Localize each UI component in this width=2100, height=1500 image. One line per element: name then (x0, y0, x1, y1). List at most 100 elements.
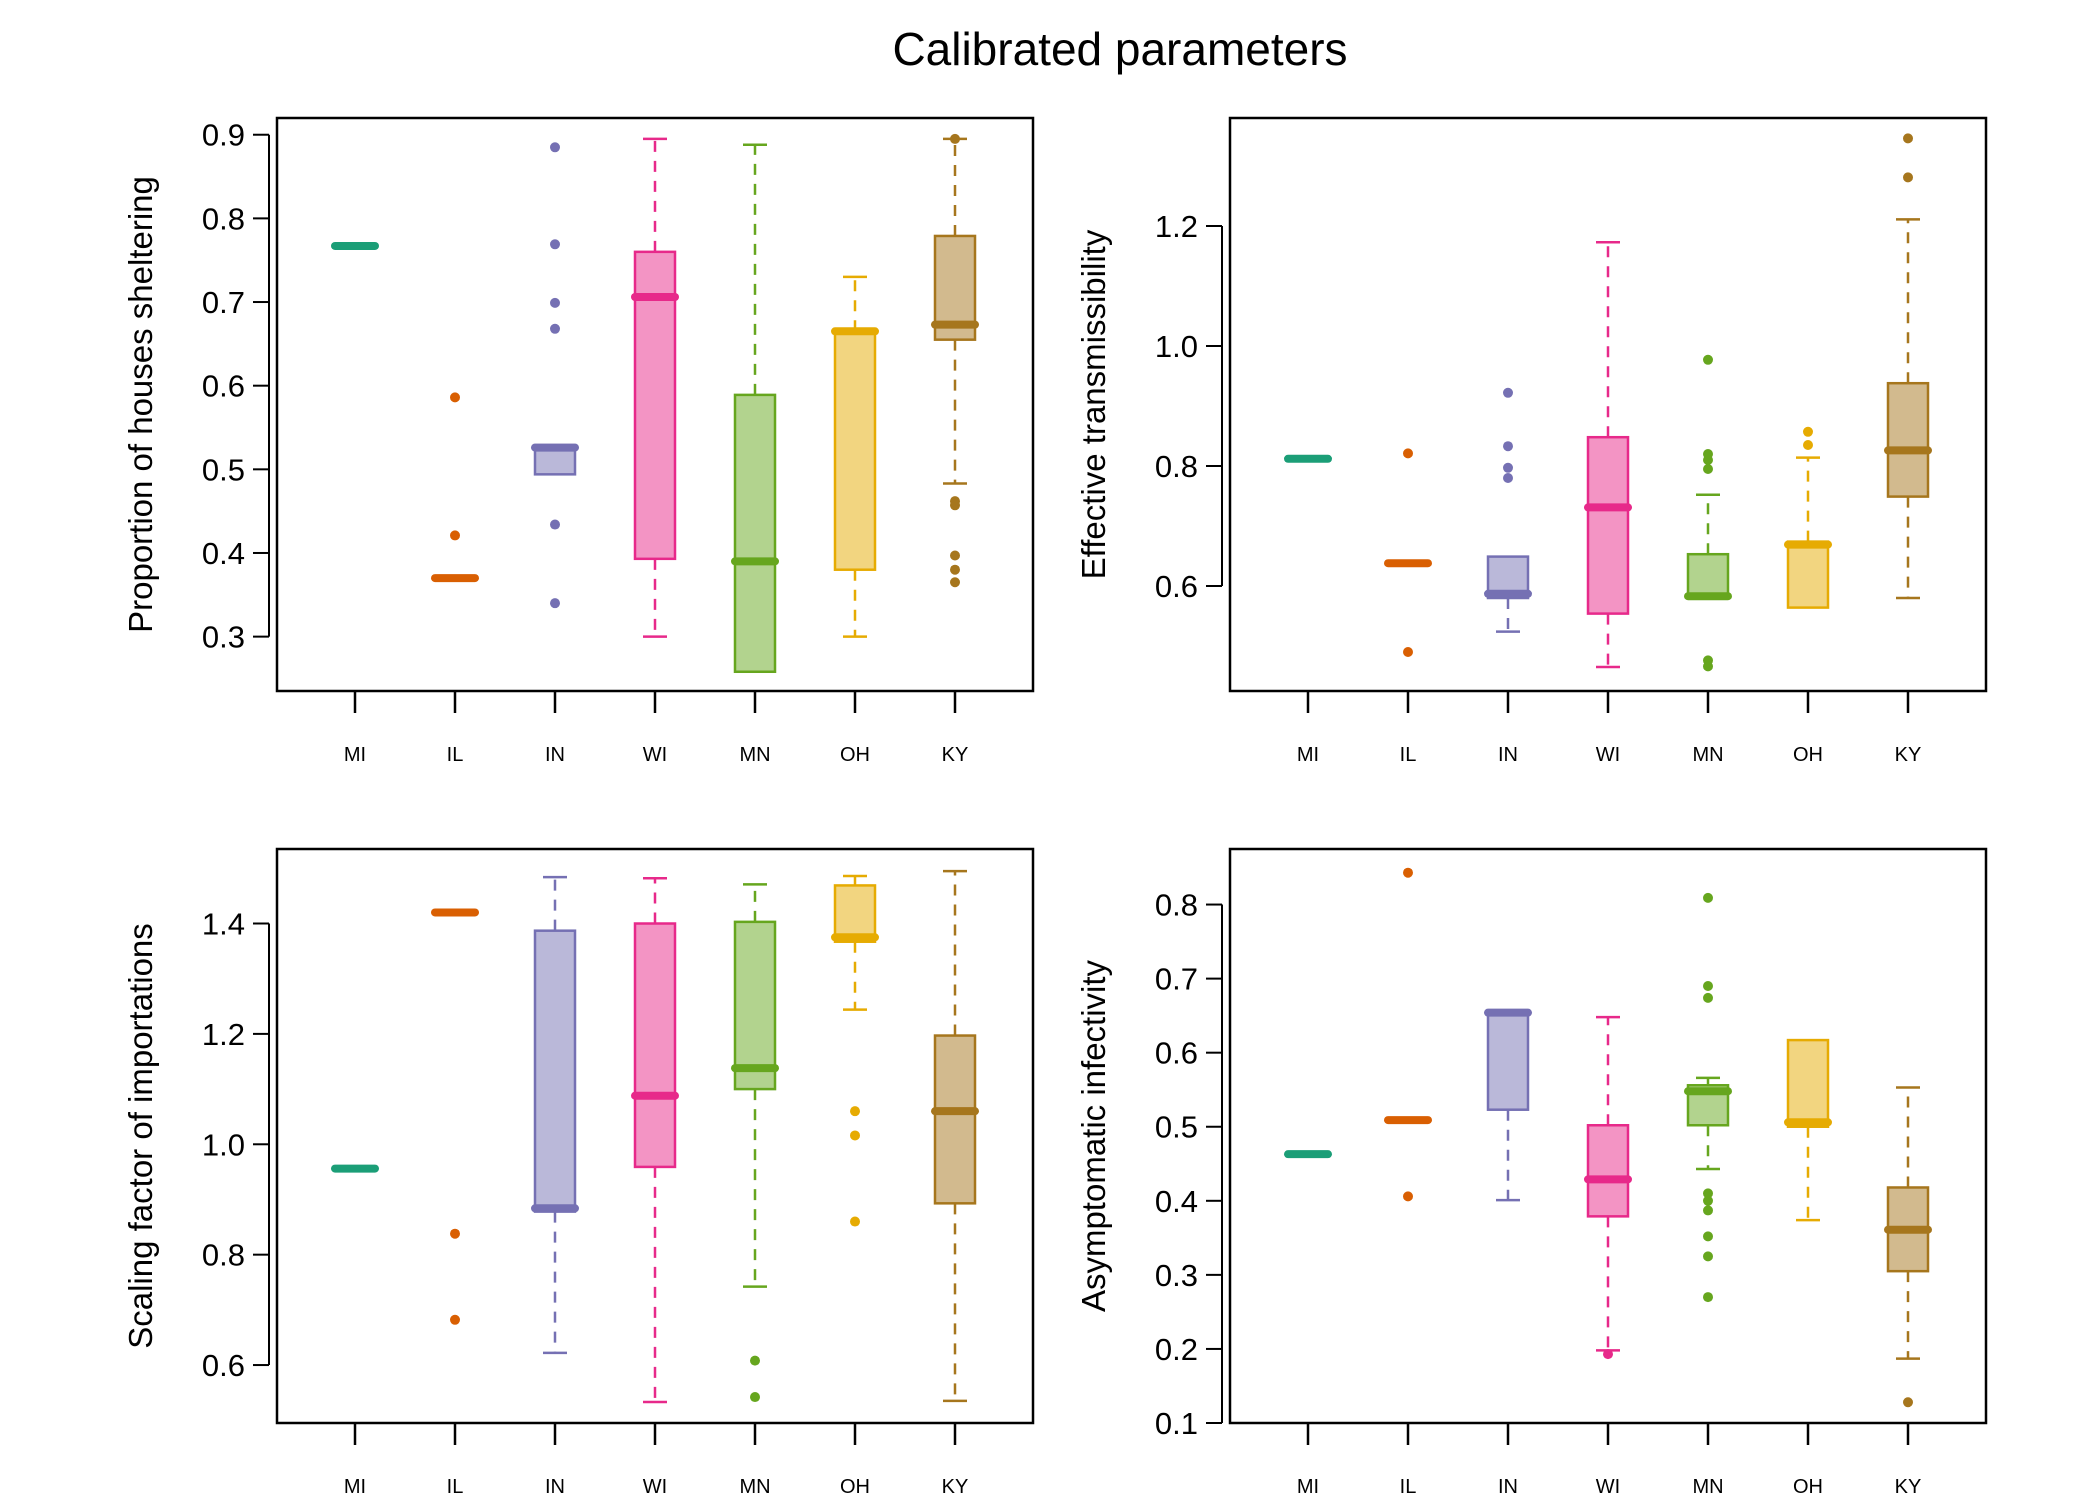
x-tick-label: IL (447, 744, 464, 766)
outlier-point (950, 577, 960, 588)
y-tick-label: 0.3 (202, 620, 245, 655)
box-wi (631, 877, 679, 1404)
outlier-point (950, 564, 960, 575)
box-oh (1784, 426, 1832, 609)
iqr-box (633, 922, 677, 1169)
box-ky (1884, 133, 1932, 600)
outlier-point (1403, 647, 1413, 657)
outlier-point (1703, 1195, 1713, 1206)
x-tick-label: MN (739, 744, 770, 766)
outlier-point (1503, 473, 1513, 483)
outlier-point (550, 239, 560, 250)
x-tick-label: IN (545, 744, 565, 766)
y-tick-label: 1.2 (202, 1017, 245, 1052)
outlier-point (950, 550, 960, 561)
x-tick-label: WI (643, 1476, 667, 1498)
outlier-point (450, 1314, 460, 1325)
outlier-point (1603, 1349, 1613, 1360)
x-tick-label: MN (1692, 1476, 1723, 1498)
box-in (1484, 1008, 1532, 1202)
y-axis-label: Effective transmissibility (1075, 229, 1112, 579)
iqr-box (1586, 435, 1630, 615)
y-tick-label: 1.0 (202, 1127, 245, 1162)
box-il (1384, 448, 1432, 657)
iqr-box (533, 929, 577, 1213)
box-oh (831, 874, 879, 1227)
box-ky (931, 869, 979, 1403)
y-tick-label: 0.9 (202, 118, 245, 153)
iqr-box (1486, 1009, 1530, 1111)
box-mn (731, 143, 779, 674)
x-tick-label: MI (1297, 1476, 1319, 1498)
x-tick-label: MI (344, 1476, 366, 1498)
x-tick-label: WI (1596, 1476, 1620, 1498)
y-tick-label: 0.7 (202, 285, 245, 320)
box-in (531, 875, 579, 1355)
outlier-point (1703, 1231, 1713, 1242)
outlier-point (1703, 661, 1713, 672)
box-in (1484, 387, 1532, 633)
page-title: Calibrated parameters (892, 23, 1348, 75)
y-tick-label: 1.0 (1155, 329, 1198, 364)
iqr-box (633, 250, 677, 561)
outlier-point (950, 500, 960, 511)
outlier-point (1503, 387, 1513, 398)
x-tick-label: OH (1793, 744, 1823, 766)
y-tick-label: 0.6 (202, 369, 245, 404)
y-tick-label: 0.2 (1155, 1332, 1198, 1367)
box-il (431, 908, 479, 1325)
outlier-point (1403, 867, 1413, 878)
y-tick-label: 0.6 (202, 1348, 245, 1383)
outlier-point (550, 297, 560, 308)
y-tick-label: 0.8 (202, 201, 245, 236)
outlier-point (1403, 448, 1413, 459)
x-tick-label: KY (942, 744, 969, 766)
y-tick-label: 0.5 (1155, 1110, 1198, 1145)
outlier-point (1503, 441, 1513, 452)
box-mn (1684, 892, 1732, 1303)
x-tick-label: MN (1692, 744, 1723, 766)
outlier-point (850, 1130, 860, 1141)
outlier-point (750, 1355, 760, 1366)
outlier-point (1503, 462, 1513, 473)
outlier-point (1703, 1188, 1713, 1199)
box-oh (831, 275, 879, 638)
x-tick-label: IL (447, 1476, 464, 1498)
outlier-point (1803, 440, 1813, 450)
outlier-point (1903, 1397, 1913, 1408)
x-tick-label: MI (1297, 744, 1319, 766)
outlier-point (1703, 892, 1713, 903)
outlier-point (1703, 1251, 1713, 1262)
y-tick-label: 0.1 (1155, 1406, 1198, 1441)
y-tick-label: 0.3 (1155, 1258, 1198, 1293)
iqr-box (1886, 381, 1930, 498)
x-tick-label: IL (1400, 744, 1417, 766)
outlier-point (1703, 464, 1713, 474)
box-wi (1584, 240, 1632, 669)
iqr-box (733, 393, 777, 674)
x-tick-label: WI (643, 744, 667, 766)
iqr-box (1786, 540, 1830, 609)
outlier-point (450, 1228, 460, 1239)
outlier-point (750, 1392, 760, 1403)
iqr-box (1586, 1124, 1630, 1218)
iqr-box (1686, 552, 1730, 600)
x-tick-label: IL (1400, 1476, 1417, 1498)
iqr-box (733, 920, 777, 1091)
outlier-point (1703, 455, 1713, 465)
panel-proportion-sheltering: 0.3 0.4 0.5 0.6 0.7 0.8 0.9 Proportion of house… (122, 116, 1035, 766)
box-mn (1684, 354, 1732, 672)
box-il (1384, 867, 1432, 1202)
iqr-box (833, 884, 877, 943)
y-tick-label: 0.8 (1155, 888, 1198, 923)
outlier-point (550, 323, 560, 334)
x-tick-label: KY (942, 1476, 969, 1498)
outlier-point (1703, 981, 1713, 992)
outlier-point (1803, 426, 1813, 437)
outlier-point (550, 142, 560, 153)
y-tick-label: 0.8 (202, 1238, 245, 1273)
box-ky (931, 133, 979, 588)
outlier-point (850, 1216, 860, 1227)
x-tick-label: IN (1498, 1476, 1518, 1498)
